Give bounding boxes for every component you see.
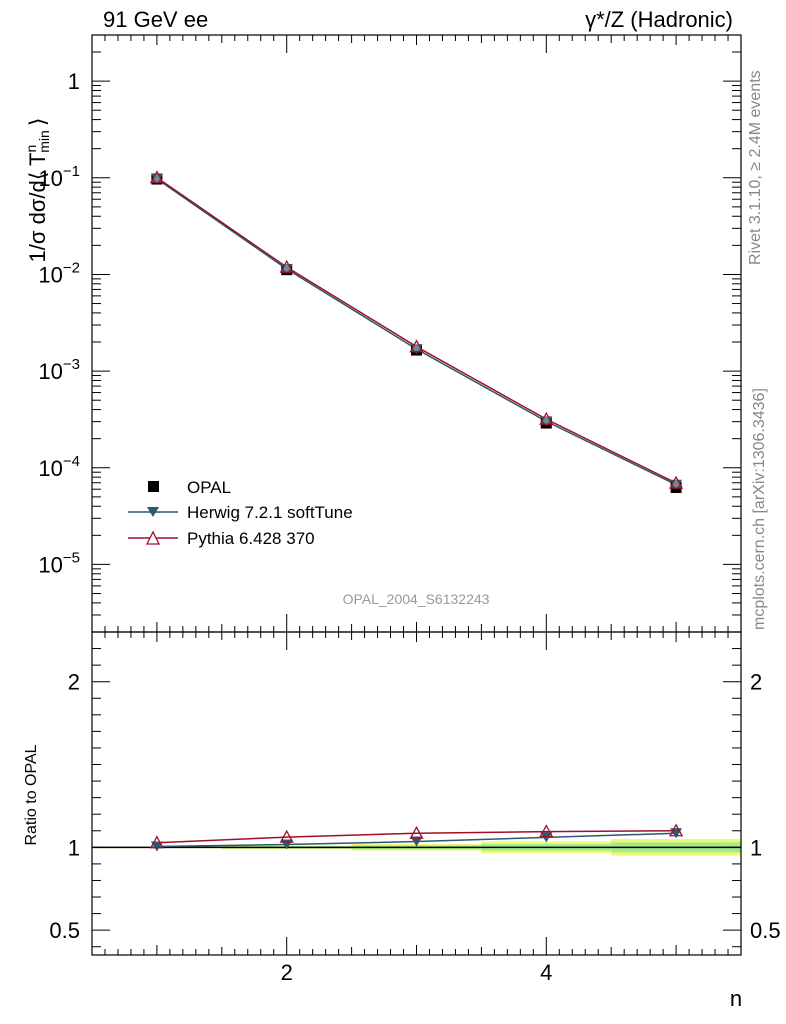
analysis-watermark: OPAL_2004_S6132243 bbox=[343, 591, 490, 607]
ratio-y-tick-label-left: 1 bbox=[68, 835, 80, 860]
ratio-y-tick-label-right: 0.5 bbox=[750, 918, 781, 943]
legend-label-opal: OPAL bbox=[187, 478, 231, 497]
ratio-point-pythia bbox=[409, 825, 424, 839]
main-y-tick-label: 10−3 bbox=[38, 356, 80, 384]
y-label-superscript: n bbox=[23, 145, 39, 153]
ratio-y-axis-label: Ratio to OPAL bbox=[23, 744, 40, 845]
main-y-axis-label: 1/σ dσ/d⟨ Tnmin ⟩ bbox=[23, 118, 52, 263]
ratio-y-tick-label-left: 0.5 bbox=[49, 918, 80, 943]
main-y-tick-label: 10−2 bbox=[38, 259, 80, 287]
ratio-point-herwig bbox=[150, 841, 163, 852]
ratio-point-pythia bbox=[539, 824, 554, 838]
x-tick-label: 4 bbox=[540, 960, 552, 985]
y-label-subscript: min bbox=[36, 130, 52, 153]
ratio-point-pythia bbox=[279, 829, 294, 843]
header-right: γ*/Z (Hadronic) bbox=[585, 7, 733, 32]
data-point-pythia bbox=[279, 259, 294, 273]
y-label-suffix: ⟩ bbox=[25, 118, 50, 127]
ratio-point-herwig bbox=[410, 836, 423, 847]
x-tick-label: 2 bbox=[281, 960, 293, 985]
ratio-plot-frame bbox=[91, 631, 742, 956]
legend-marker-herwig bbox=[147, 507, 159, 517]
ratio-point-pythia bbox=[149, 835, 164, 849]
main-y-tick-label: 10−5 bbox=[38, 549, 80, 577]
data-point-pythia bbox=[539, 411, 554, 425]
ratio-y-tick-label-left: 2 bbox=[68, 670, 80, 695]
legend-marker-pythia bbox=[145, 530, 161, 545]
rivet-version-label: Rivet 3.1.10, ≥ 2.4M events bbox=[747, 70, 764, 265]
ratio-plot-panel: 0.5 0.5 1 1 2 2 2 4 bbox=[49, 631, 781, 985]
y-label-prefix: 1/σ dσ/d⟨ T bbox=[25, 153, 50, 263]
series-line-2 bbox=[156, 177, 677, 484]
legend-marker-opal bbox=[148, 481, 159, 492]
header-left: 91 GeV ee bbox=[103, 7, 208, 32]
ratio-line-1 bbox=[156, 830, 677, 844]
legend-label-herwig: Herwig 7.2.1 softTune bbox=[187, 503, 353, 522]
main-y-tick-label: 10−1 bbox=[38, 163, 80, 191]
mcplots-label: mcplots.cern.ch [arXiv:1306.3436] bbox=[751, 388, 768, 630]
ratio-point-pythia bbox=[669, 823, 684, 837]
data-point-pythia bbox=[669, 475, 684, 489]
ratio-point-herwig bbox=[540, 832, 553, 843]
legend: OPAL Herwig 7.2.1 softTune Pythia 6.428 … bbox=[128, 478, 353, 548]
legend-label-pythia: Pythia 6.428 370 bbox=[187, 529, 315, 548]
main-plot-panel: 1 10−1 10−2 10−3 10−4 10−5 bbox=[38, 34, 742, 633]
ratio-y-tick-label-right: 1 bbox=[750, 835, 762, 860]
data-point-pythia bbox=[409, 339, 424, 353]
main-y-tick-label: 10−4 bbox=[38, 453, 80, 481]
main-y-tick-label: 1 bbox=[68, 69, 80, 94]
series-line-1 bbox=[156, 178, 677, 486]
x-axis-label: n bbox=[730, 986, 742, 1011]
ratio-y-tick-label-right: 2 bbox=[750, 670, 762, 695]
data-point-pythia bbox=[149, 170, 164, 184]
